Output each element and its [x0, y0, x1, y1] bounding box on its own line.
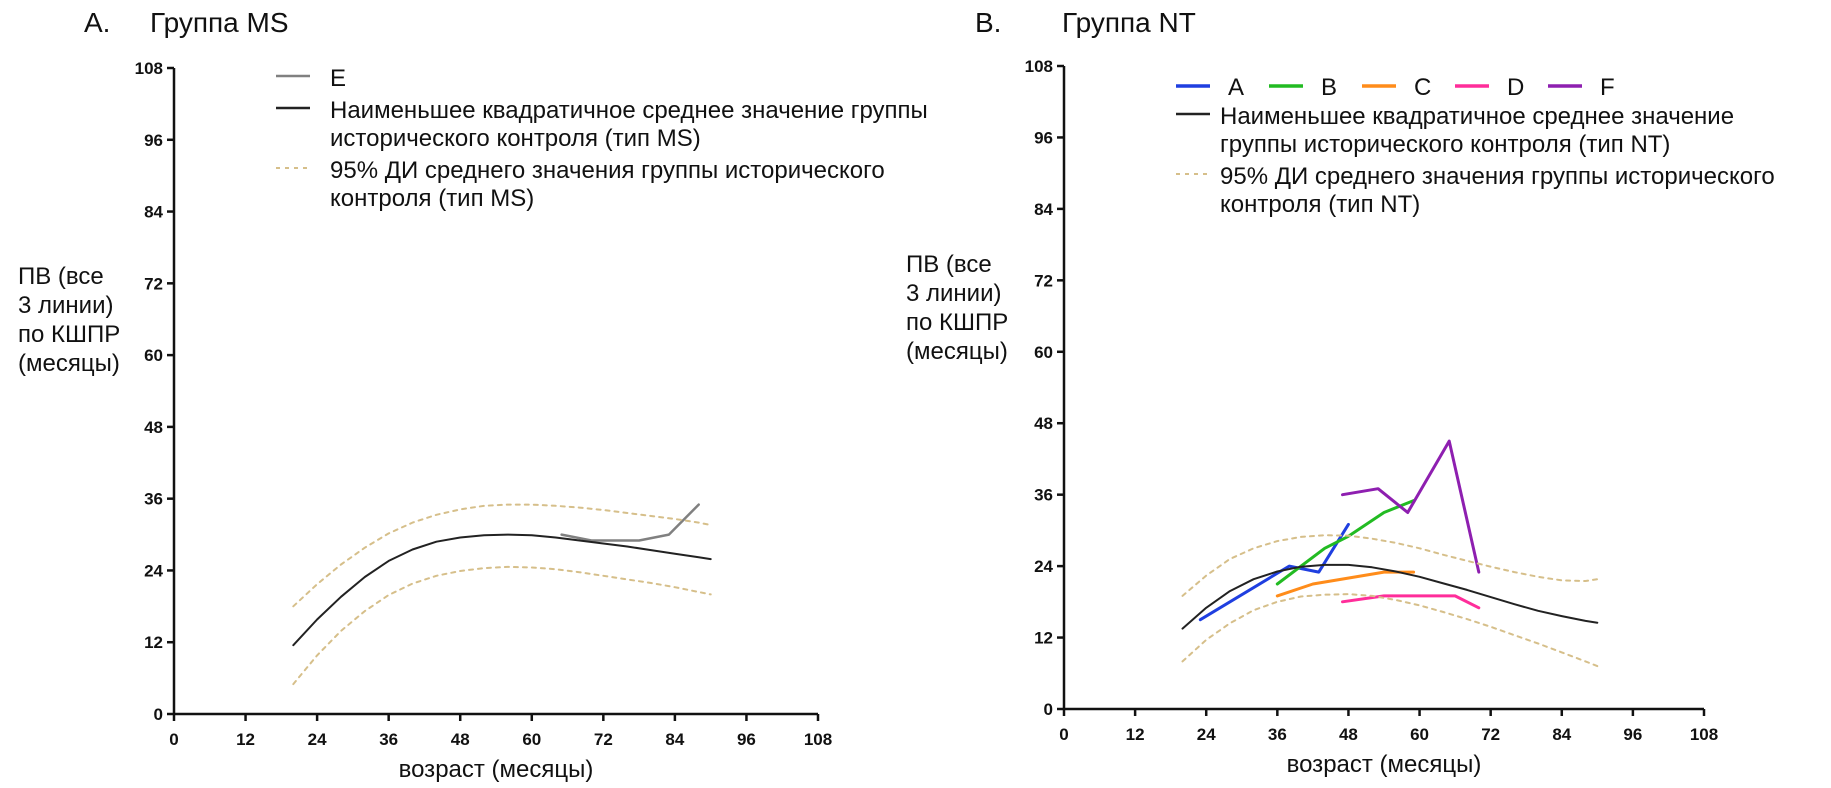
x-tick-label: 48 [1339, 725, 1358, 744]
chart-title: Группа MS [150, 7, 289, 38]
y-tick-label: 72 [1034, 271, 1053, 290]
y-tick-label: 0 [1044, 700, 1053, 719]
x-tick-label: 84 [665, 730, 684, 749]
x-tick-label: 96 [1623, 725, 1642, 744]
x-tick-label: 84 [1552, 725, 1571, 744]
legend-label: контроля (тип NT) [1220, 191, 1420, 218]
x-tick-label: 0 [1059, 725, 1068, 744]
x-axis-title: возраст (месяцы) [1287, 751, 1482, 778]
y-tick-label: 72 [144, 274, 163, 293]
chart-title: Группа NT [1062, 7, 1196, 38]
x-tick-label: 48 [451, 730, 470, 749]
y-axis-title-line: 3 линии) [906, 280, 1001, 307]
legend-label: исторического контроля (тип MS) [330, 125, 701, 152]
legend-label: контроля (тип MS) [330, 185, 534, 212]
x-tick-label: 108 [1690, 725, 1718, 744]
legend-label: F [1600, 74, 1615, 101]
legend-label: группы исторического контроля (тип NT) [1220, 131, 1670, 158]
panel-a-ms-group: A. Группа MS 0 12 24 36 48 60 72 84 96 108 0 12 24 36 48… [18, 7, 928, 783]
y-axis-title-line: 3 линии) [18, 292, 113, 319]
y-tick-label: 12 [144, 633, 163, 652]
x-tick-label: 96 [737, 730, 756, 749]
x-tick-label: 0 [169, 730, 178, 749]
legend-label: Наименьшее квадратичное среднее значение [1220, 103, 1734, 130]
legend-label: D [1507, 74, 1524, 101]
y-tick-label: 36 [144, 490, 163, 509]
y-tick-label: 108 [1025, 57, 1053, 76]
x-tick-label: 60 [1410, 725, 1429, 744]
series-line-3 [1343, 596, 1479, 608]
x-tick-label: 108 [804, 730, 832, 749]
y-tick-label: 24 [144, 561, 163, 580]
x-axis-title: возраст (месяцы) [399, 756, 594, 783]
legend-label: 95% ДИ среднего значения группы историче… [330, 157, 885, 184]
legend-label: E [330, 65, 346, 92]
y-tick-label: 0 [154, 705, 163, 724]
x-tick-label: 72 [594, 730, 613, 749]
y-axis-title-line: (месяцы) [906, 338, 1008, 365]
legend-label: B [1321, 74, 1337, 101]
y-axis-title-line: (месяцы) [18, 350, 120, 377]
y-tick-label: 48 [144, 418, 163, 437]
x-tick-label: 36 [1268, 725, 1287, 744]
x-tick-label: 36 [379, 730, 398, 749]
y-tick-label: 48 [1034, 414, 1053, 433]
y-axis-title-line: по КШПР [18, 321, 120, 348]
x-tick-label: 72 [1481, 725, 1500, 744]
series-line-4 [1343, 441, 1479, 572]
y-tick-label: 96 [144, 131, 163, 150]
y-tick-label: 84 [144, 203, 163, 222]
series-line-2 [293, 505, 710, 607]
series-line-6 [1183, 535, 1598, 596]
y-tick-label: 60 [1034, 343, 1053, 362]
legend-label: 95% ДИ среднего значения группы историче… [1220, 163, 1775, 190]
x-tick-label: 24 [308, 730, 327, 749]
series-line-1 [293, 535, 710, 646]
panel-letter: B. [975, 7, 1001, 38]
series-line-0 [562, 505, 699, 541]
y-tick-label: 108 [135, 59, 163, 78]
y-tick-label: 84 [1034, 200, 1053, 219]
panel-b-nt-group: B. Группа NT 0 12 24 36 48 60 72 84 96 108 0 12 24 36 48… [906, 7, 1775, 778]
panel-letter: A. [84, 7, 110, 38]
legend-label: C [1414, 74, 1431, 101]
series-line-2 [1277, 572, 1413, 596]
y-tick-label: 24 [1034, 557, 1053, 576]
series-line-7 [1183, 594, 1598, 666]
y-axis-title-line: ПВ (все [18, 263, 104, 290]
y-tick-label: 12 [1034, 629, 1053, 648]
y-tick-label: 60 [144, 346, 163, 365]
x-tick-label: 12 [1126, 725, 1145, 744]
x-tick-label: 24 [1197, 725, 1216, 744]
legend-label: A [1228, 74, 1244, 101]
legend-label: Наименьшее квадратичное среднее значение… [330, 97, 928, 124]
y-tick-label: 36 [1034, 486, 1053, 505]
y-tick-label: 96 [1034, 128, 1053, 147]
x-tick-label: 60 [522, 730, 541, 749]
y-axis-title-line: ПВ (все [906, 251, 992, 278]
y-axis-title-line: по КШПР [906, 309, 1008, 336]
x-tick-label: 12 [236, 730, 255, 749]
